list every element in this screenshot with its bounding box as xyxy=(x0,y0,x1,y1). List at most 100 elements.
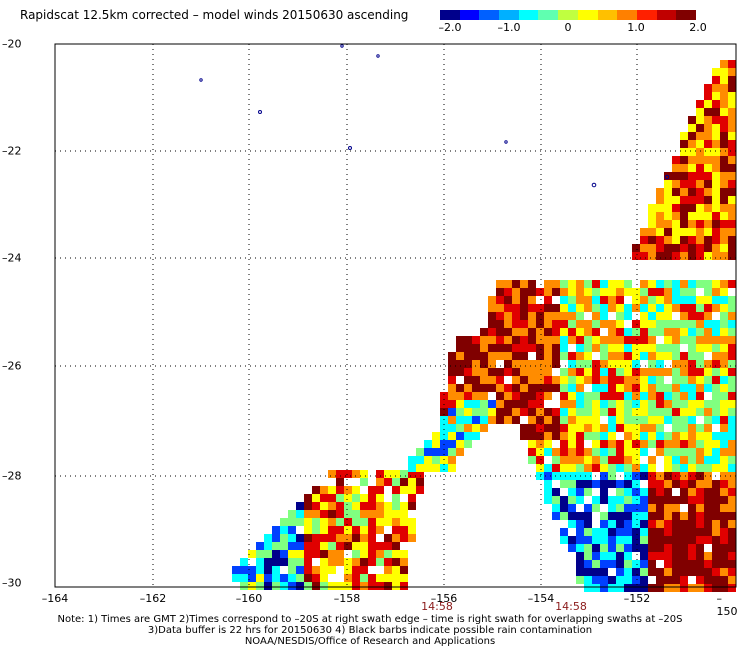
wind-cell xyxy=(672,576,680,584)
wind-cell xyxy=(608,448,616,456)
wind-cell xyxy=(496,304,504,312)
wind-cell xyxy=(608,368,616,376)
wind-cell xyxy=(600,456,608,464)
wind-cell xyxy=(680,172,688,180)
wind-cell xyxy=(520,400,528,408)
wind-cell xyxy=(544,384,552,392)
wind-cell xyxy=(496,320,504,328)
wind-cell xyxy=(544,296,552,304)
wind-cell xyxy=(480,360,488,368)
island-marker xyxy=(591,182,597,188)
wind-cell xyxy=(448,424,456,432)
lon-label: –164 xyxy=(41,592,69,605)
wind-cell xyxy=(720,448,728,456)
wind-cell xyxy=(640,440,648,448)
wind-cell xyxy=(624,528,632,536)
wind-cell xyxy=(616,288,624,296)
wind-cell xyxy=(632,504,640,512)
wind-cell xyxy=(728,400,736,408)
wind-cell xyxy=(352,574,360,582)
wind-cell xyxy=(528,336,536,344)
wind-cell xyxy=(480,400,488,408)
wind-cell xyxy=(384,558,392,566)
wind-cell xyxy=(392,574,400,582)
wind-cell xyxy=(712,336,720,344)
wind-cell xyxy=(672,448,680,456)
wind-cell xyxy=(704,212,712,220)
wind-cell xyxy=(712,148,720,156)
wind-cell xyxy=(728,132,736,140)
wind-cell xyxy=(616,496,624,504)
wind-cell xyxy=(568,472,576,480)
wind-cell xyxy=(696,376,704,384)
wind-cell xyxy=(688,204,696,212)
wind-cell xyxy=(704,368,712,376)
wind-cell xyxy=(648,352,656,360)
wind-cell xyxy=(688,252,696,260)
wind-cell xyxy=(344,558,352,566)
wind-cell xyxy=(536,344,544,352)
wind-cell xyxy=(680,328,688,336)
wind-cell xyxy=(544,360,552,368)
wind-cell xyxy=(728,204,736,212)
wind-cell xyxy=(584,584,592,592)
wind-cell xyxy=(256,574,264,582)
wind-cell xyxy=(352,542,360,550)
wind-cell xyxy=(624,504,632,512)
wind-cell xyxy=(720,92,728,100)
wind-cell xyxy=(712,520,720,528)
wind-cell xyxy=(656,212,664,220)
wind-cell xyxy=(712,228,720,236)
wind-cell xyxy=(728,520,736,528)
wind-cell xyxy=(616,568,624,576)
colorbar-segment xyxy=(636,10,657,20)
wind-cell xyxy=(392,510,400,518)
wind-cell xyxy=(336,510,344,518)
wind-cell xyxy=(664,512,672,520)
wind-cell xyxy=(680,280,688,288)
swath-time-label: 14:58 xyxy=(421,600,453,613)
wind-cell xyxy=(624,336,632,344)
wind-cell xyxy=(648,520,656,528)
wind-cell xyxy=(696,164,704,172)
wind-cell xyxy=(600,392,608,400)
wind-cell xyxy=(720,432,728,440)
wind-cell xyxy=(592,456,600,464)
wind-cell xyxy=(544,376,552,384)
wind-cell xyxy=(728,92,736,100)
wind-cell xyxy=(600,280,608,288)
wind-cell xyxy=(272,526,280,534)
wind-cell xyxy=(616,376,624,384)
wind-cell xyxy=(560,496,568,504)
wind-cell xyxy=(480,408,488,416)
wind-cell xyxy=(664,252,672,260)
wind-cell xyxy=(608,520,616,528)
wind-cell xyxy=(504,408,512,416)
wind-cell xyxy=(456,416,464,424)
wind-cell xyxy=(296,550,304,558)
wind-cell xyxy=(352,534,360,542)
wind-cell xyxy=(496,280,504,288)
wind-cell xyxy=(600,312,608,320)
wind-cell xyxy=(560,416,568,424)
wind-cell xyxy=(688,416,696,424)
wind-cell xyxy=(560,464,568,472)
wind-cell xyxy=(536,456,544,464)
wind-cell xyxy=(616,440,624,448)
wind-cell xyxy=(272,582,280,590)
wind-cell xyxy=(528,376,536,384)
wind-cell xyxy=(344,574,352,582)
wind-cell xyxy=(608,512,616,520)
wind-cell xyxy=(608,280,616,288)
wind-cell xyxy=(728,552,736,560)
colorbar-segment xyxy=(518,10,539,20)
wind-cell xyxy=(728,188,736,196)
wind-cell xyxy=(672,536,680,544)
wind-cells xyxy=(232,60,736,592)
wind-cell xyxy=(712,544,720,552)
wind-cell xyxy=(712,360,720,368)
wind-cell xyxy=(680,456,688,464)
wind-cell xyxy=(304,494,312,502)
wind-cell xyxy=(648,552,656,560)
wind-cell xyxy=(728,504,736,512)
